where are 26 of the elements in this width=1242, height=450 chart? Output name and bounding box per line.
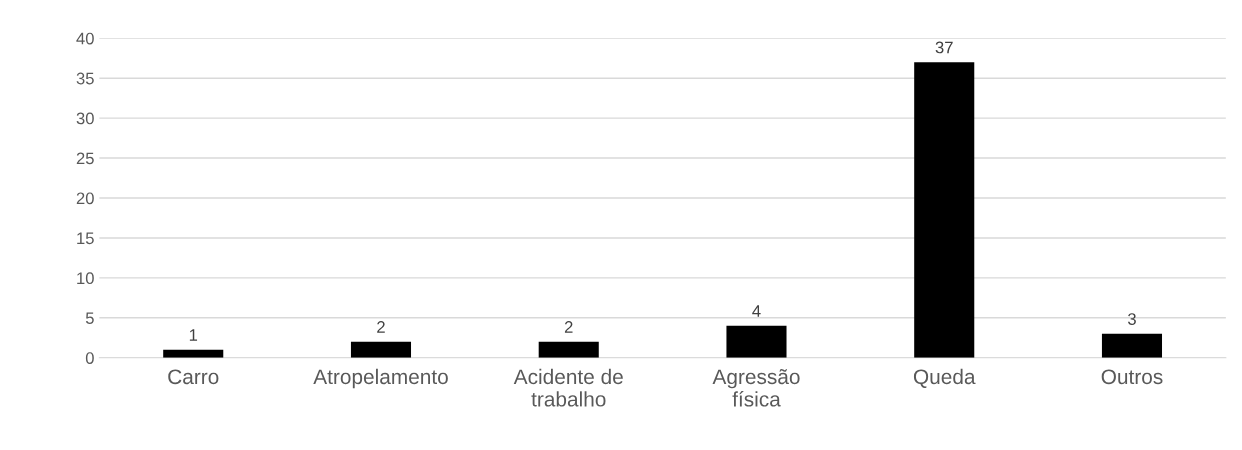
x-tick-label: Agressão física	[712, 369, 800, 407]
data-label: 4	[752, 305, 761, 317]
y-tick-label: 0	[85, 352, 94, 364]
y-tick-label: 25	[76, 152, 94, 165]
bar	[538, 341, 599, 358]
data-label: 1	[189, 329, 198, 341]
y-tick-label: 30	[76, 112, 94, 125]
bar	[1101, 333, 1163, 358]
data-label: 37	[935, 41, 953, 54]
y-tick-label: 40	[76, 32, 94, 45]
bar	[726, 325, 787, 358]
data-label: 2	[564, 321, 573, 333]
y-tick-label: 35	[76, 72, 94, 85]
bar	[350, 341, 412, 358]
y-tick-label: 20	[76, 192, 94, 205]
x-tick-label: Acidente de trabalho	[513, 368, 623, 407]
x-tick-label: Carro	[168, 369, 219, 385]
y-tick-label: 15	[77, 232, 94, 245]
bar	[914, 62, 975, 358]
y-tick-label: 5	[85, 312, 94, 325]
y-tick-label: 10	[77, 272, 94, 285]
x-tick-label: Atropelamento	[313, 368, 448, 389]
x-tick-label: Queda	[913, 368, 976, 388]
data-label: 2	[377, 321, 385, 333]
x-tick-label: Outros	[1101, 369, 1163, 385]
data-label: 3	[1127, 313, 1136, 325]
